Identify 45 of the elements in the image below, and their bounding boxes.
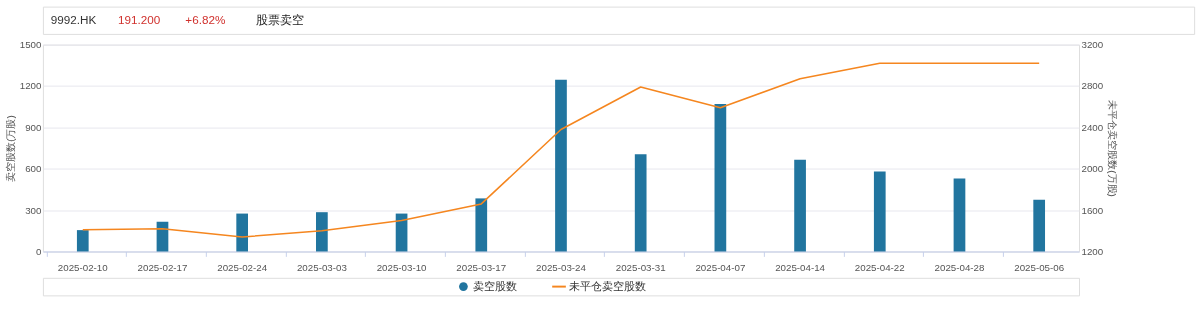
x-tick-label: 2025-03-31 xyxy=(615,261,666,273)
y2-tick-label: 2400 xyxy=(1081,121,1104,133)
y2-tick-label: 3200 xyxy=(1081,39,1104,51)
y2-tick-label: 2800 xyxy=(1081,80,1104,92)
bar xyxy=(236,213,249,252)
x-tick-label: 2025-02-10 xyxy=(57,261,109,273)
y-tick-label: 900 xyxy=(25,121,43,133)
x-tick-label: 2025-02-24 xyxy=(217,261,268,273)
y2-tick-label: 1600 xyxy=(1081,204,1104,216)
y2-axis-title: 未平仓卖空股数(万股) xyxy=(1107,100,1119,197)
x-tick-label: 2025-04-22 xyxy=(854,261,905,273)
x-tick-label: 2025-03-10 xyxy=(376,261,428,273)
x-tick-label: 2025-04-07 xyxy=(695,261,746,273)
bar xyxy=(1033,199,1046,252)
legend-label: 未平仓卖空股数 xyxy=(568,279,646,292)
text: 9992.HK xyxy=(50,13,97,27)
text: 191.200 xyxy=(118,13,161,27)
x-tick-label: 2025-02-17 xyxy=(137,261,188,273)
y-axis-title: 卖空股数(万股) xyxy=(4,115,16,182)
y-tick-label: 1200 xyxy=(19,80,43,92)
x-tick-label: 2025-03-24 xyxy=(536,261,587,273)
y-tick-label: 300 xyxy=(25,204,43,216)
bar xyxy=(953,178,966,252)
y-tick-label: 1500 xyxy=(19,39,43,51)
bar xyxy=(873,171,886,252)
legend-label: 卖空股数 xyxy=(473,279,518,292)
bar xyxy=(475,198,488,252)
text: +6.82% xyxy=(185,13,226,27)
bar xyxy=(794,159,806,252)
y2-tick-label: 1200 xyxy=(1081,245,1104,257)
y-tick-label: 600 xyxy=(25,163,43,175)
chart-title: 股票卖空 xyxy=(255,13,304,27)
line-series xyxy=(82,62,1040,238)
y-tick-label: 0 xyxy=(36,245,43,257)
bar xyxy=(634,154,647,252)
x-tick-label: 2025-03-03 xyxy=(296,261,347,273)
x-tick-label: 2025-04-14 xyxy=(775,261,826,273)
bar xyxy=(555,79,567,252)
x-tick-label: 2025-03-17 xyxy=(456,261,507,273)
bar xyxy=(714,103,727,252)
x-tick-label: 2025-04-28 xyxy=(934,261,985,273)
bar xyxy=(76,230,89,252)
y2-tick-label: 2000 xyxy=(1081,163,1104,175)
x-tick-label: 2025-05-06 xyxy=(1014,261,1065,273)
bar xyxy=(316,212,328,252)
